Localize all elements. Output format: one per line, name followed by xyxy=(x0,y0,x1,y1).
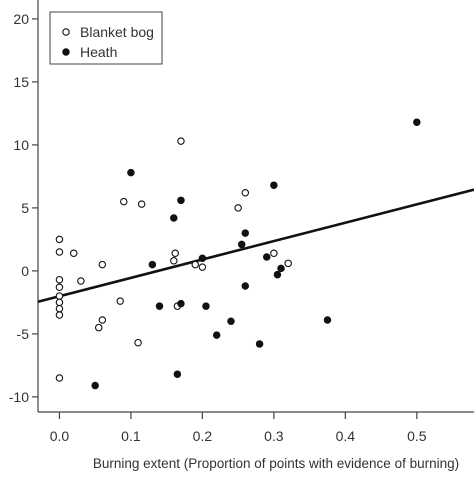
blanket-bog-point xyxy=(241,189,250,197)
heath-point xyxy=(237,240,246,249)
heath-point xyxy=(262,253,271,261)
blanket-bog-point xyxy=(55,292,64,300)
blanket-bog-point xyxy=(55,311,64,319)
y-tick-label: 15 xyxy=(13,74,29,90)
heath-point xyxy=(127,168,135,177)
heath-point xyxy=(277,264,285,273)
y-tick-label: -5 xyxy=(17,326,30,342)
blanket-bog-point xyxy=(170,257,178,265)
legend-label: Blanket bog xyxy=(80,24,154,40)
heath-point xyxy=(173,370,182,378)
y-tick-label: 10 xyxy=(13,137,29,153)
heath-point xyxy=(202,302,210,310)
blanket-bog-point xyxy=(55,235,64,244)
legend-label: Heath xyxy=(80,44,117,60)
points-group xyxy=(55,118,421,390)
blanket-bog-point xyxy=(98,260,107,269)
x-axis-title: Burning extent (Proportion of points wit… xyxy=(93,456,459,471)
y-tick-label: 20 xyxy=(13,11,29,27)
blanket-bog-point xyxy=(55,304,64,313)
x-tick-label: 0.0 xyxy=(50,428,70,444)
heath-point xyxy=(270,181,278,189)
heath-point xyxy=(177,196,185,205)
blanket-bog-point xyxy=(284,259,292,268)
blanket-bog-point xyxy=(191,260,199,269)
legend-blanket-bog-marker xyxy=(62,28,70,36)
blanket-bog-point xyxy=(234,204,242,212)
blanket-bog-point xyxy=(55,275,64,284)
heath-point xyxy=(255,340,264,348)
y-tick-label: 5 xyxy=(21,200,29,216)
x-tick-label: 0.1 xyxy=(121,428,141,444)
x-tick-label: 0.2 xyxy=(193,428,213,444)
blanket-bog-point xyxy=(116,297,124,305)
blanket-bog-point xyxy=(120,197,128,206)
blanket-bog-point xyxy=(55,248,64,256)
heath-point xyxy=(170,214,178,222)
legend: Blanket bog Heath xyxy=(49,11,163,65)
blanket-bog-point xyxy=(270,249,278,257)
heath-point xyxy=(227,317,235,326)
y-tick-label: -10 xyxy=(9,389,29,405)
heath-point xyxy=(155,302,164,310)
heath-point xyxy=(148,260,157,269)
blanket-bog-point xyxy=(69,249,78,257)
axes-group: -10 -5 0 5 10 15 20 0.0 0.1 0.2 0.3 0.4 0.5 xyxy=(9,0,474,444)
heath-point xyxy=(241,282,250,290)
legend-heath-marker xyxy=(62,48,70,56)
blanket-bog-point xyxy=(55,298,64,307)
legend-box xyxy=(49,11,163,65)
heath-point xyxy=(198,254,207,263)
blanket-bog-point xyxy=(171,249,179,257)
heath-point xyxy=(177,299,185,308)
blanket-bog-point xyxy=(134,338,142,347)
fit-line-group xyxy=(37,188,474,304)
blanket-bog-point xyxy=(98,316,107,324)
x-tick-label: 0.5 xyxy=(407,428,427,444)
blanket-bog-point xyxy=(95,323,103,332)
heath-point xyxy=(241,229,250,237)
x-tick-label: 0.3 xyxy=(264,428,284,444)
blanket-bog-point xyxy=(177,137,185,145)
blanket-bog-point xyxy=(77,277,85,285)
regression-line xyxy=(37,188,474,304)
y-tick-label: 0 xyxy=(21,263,29,279)
heath-point xyxy=(273,270,282,279)
heath-point xyxy=(212,331,221,339)
blanket-bog-point xyxy=(55,283,64,292)
blanket-bog-point xyxy=(137,200,146,208)
x-tick-label: 0.4 xyxy=(336,428,356,444)
blanket-bog-point xyxy=(198,263,207,271)
blanket-bog-point xyxy=(55,374,64,382)
heath-point xyxy=(91,381,99,390)
heath-point xyxy=(323,316,332,324)
heath-point xyxy=(413,118,421,126)
